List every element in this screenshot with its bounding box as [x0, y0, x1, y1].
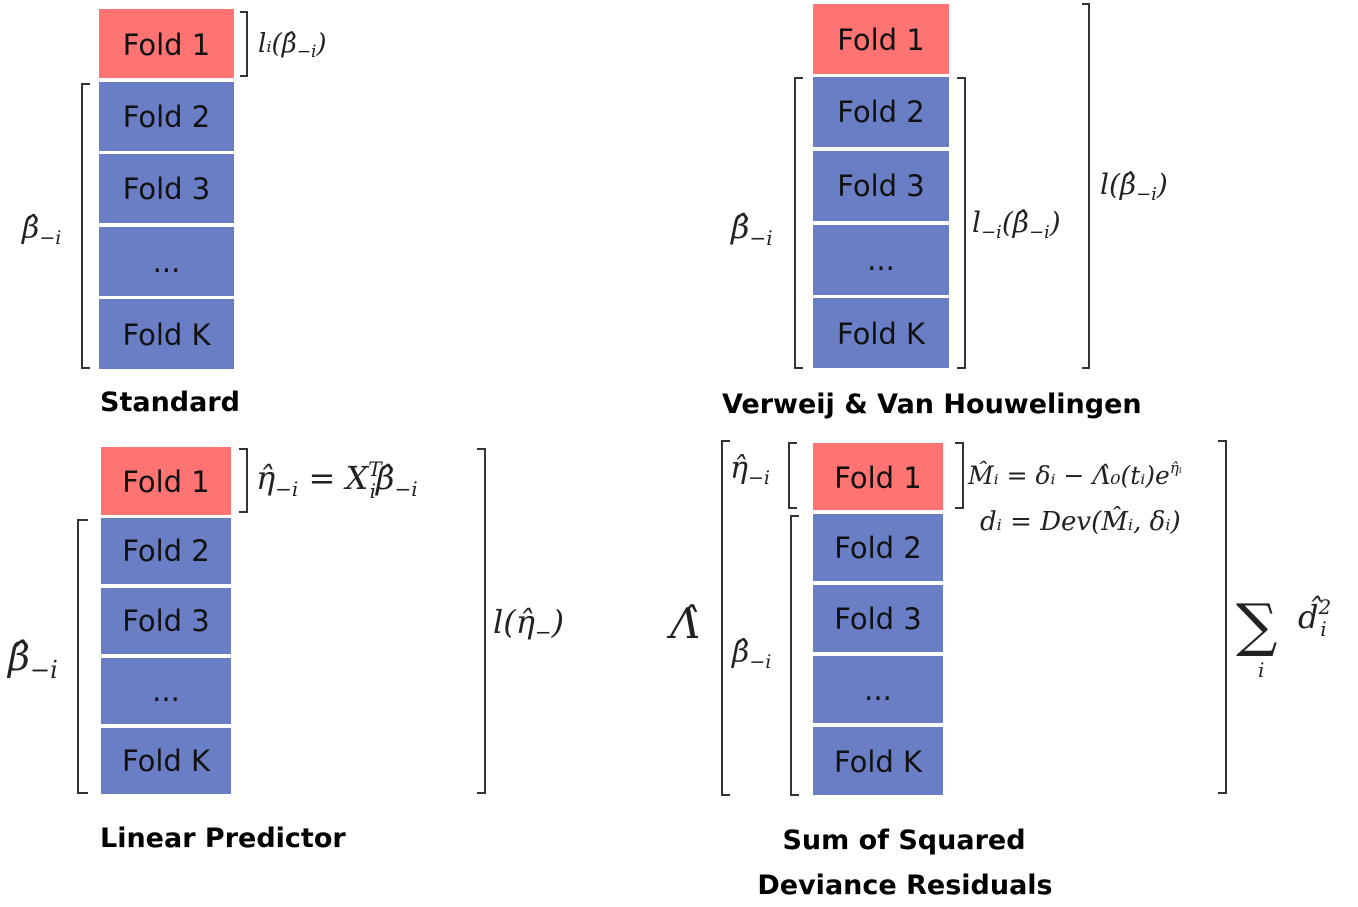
svg-text:...: ... [864, 673, 892, 707]
svg-text:Fold 3: Fold 3 [123, 172, 211, 206]
panel-deviance: Fold 1 Fold 2 Fold 3 ... Fold K Λ̂ [666, 440, 1331, 901]
caption-line-1: Sum of Squared [782, 825, 1025, 856]
left-bracket-train [794, 77, 803, 369]
fold-box-2: Fold 2 [101, 518, 231, 584]
fold-box-1: Fold 1 [99, 9, 234, 78]
fold-box-3: Fold 3 [99, 154, 234, 223]
fold-stack: Fold 1 Fold 2 Fold 3 ... Fold K [99, 9, 234, 369]
panel-standard: Fold 1 Fold 2 Fold 3 ... Fold K β̂−i [21, 9, 327, 418]
panel-verweij: Fold 1 Fold 2 Fold 3 ... Fold K β̂−i [722, 3, 1168, 420]
left-bracket-train [790, 515, 799, 796]
right-bracket-fold1 [239, 448, 248, 513]
svg-text:Fold 1: Fold 1 [122, 465, 210, 499]
right-bracket-all [1218, 440, 1227, 794]
loss-label: lᵢ(β̂−i) [258, 29, 327, 62]
svg-text:Fold 3: Fold 3 [837, 169, 925, 203]
svg-text:...: ... [153, 245, 181, 279]
beta-label: β̂−i [731, 635, 771, 673]
martingale-residual-equation: M̂ᵢ = δᵢ − Λ̂₀(tᵢ)eη̂ᵢ [967, 459, 1182, 490]
fold-box-k: Fold K [813, 298, 949, 368]
fold-box-ellipsis: ... [99, 227, 234, 296]
eta-label: η̂−i [730, 451, 770, 489]
svg-text:Fold 3: Fold 3 [122, 604, 210, 638]
right-bracket-fold1 [240, 11, 248, 77]
beta-label: β̂−i [21, 211, 61, 249]
fold-stack: Fold 1 Fold 2 Fold 3 ... Fold K [813, 4, 949, 368]
deviance-residual-equation: dᵢ = Dev(M̂ᵢ, δᵢ) [980, 506, 1181, 537]
outer-loss-label: l(β̂−i) [1100, 168, 1168, 205]
svg-text:Fold 2: Fold 2 [834, 531, 922, 565]
left-bracket-train [81, 83, 90, 369]
left-bracket-all [721, 440, 730, 796]
inner-loss-label: l−i(β̂−i) [972, 206, 1061, 243]
fold-box-1: Fold 1 [813, 4, 949, 74]
lambda-label: Λ̂ [666, 599, 700, 648]
fold-stack: Fold 1 Fold 2 Fold 3 ... Fold K [813, 443, 943, 795]
svg-text:Fold 2: Fold 2 [122, 534, 210, 568]
sum-symbol: ∑ [1236, 591, 1277, 659]
panel-linear-predictor: Fold 1 Fold 2 Fold 3 ... Fold K β̂−i [6, 447, 564, 854]
svg-text:Fold 2: Fold 2 [123, 100, 211, 134]
svg-text:...: ... [867, 243, 895, 277]
fold-box-3: Fold 3 [813, 151, 949, 221]
caption: Standard [100, 387, 240, 418]
caption: Linear Predictor [100, 823, 346, 854]
svg-text:Fold 3: Fold 3 [834, 602, 922, 636]
fold-box-k: Fold K [813, 727, 943, 795]
fold-box-ellipsis: ... [813, 656, 943, 723]
outer-loss-label: l(η̂−) [493, 603, 564, 644]
fold-box-2: Fold 2 [813, 77, 949, 147]
fold-box-k: Fold K [99, 299, 234, 369]
right-bracket-train [957, 77, 966, 369]
left-bracket-fold1 [788, 442, 797, 509]
svg-text:Fold K: Fold K [122, 744, 211, 778]
svg-text:Fold 1: Fold 1 [123, 28, 211, 62]
svg-text:Fold 1: Fold 1 [837, 23, 925, 57]
svg-text:Fold 1: Fold 1 [834, 461, 922, 495]
sum-term: d̂2 i [1298, 595, 1331, 641]
right-bracket-all [1082, 3, 1090, 369]
caption-line-2: Deviance Residuals [757, 870, 1052, 901]
right-bracket-all [477, 448, 486, 794]
fold-box-1: Fold 1 [101, 447, 231, 515]
svg-text:...: ... [152, 674, 180, 708]
fold-box-2: Fold 2 [99, 82, 234, 151]
fold-box-3: Fold 3 [813, 585, 943, 652]
left-bracket-train [77, 519, 88, 794]
fold-stack: Fold 1 Fold 2 Fold 3 ... Fold K [101, 447, 231, 794]
fold-box-k: Fold K [101, 728, 231, 794]
beta-label: β̂−i [6, 635, 58, 684]
svg-text:Fold K: Fold K [837, 317, 926, 351]
fold-box-1: Fold 1 [813, 443, 943, 510]
svg-text:Fold 2: Fold 2 [837, 95, 925, 129]
caption: Verweij & Van Houwelingen [722, 389, 1142, 420]
eta-equation: η̂−i = XT iβ̂−i [256, 457, 418, 503]
svg-text:Fold K: Fold K [122, 318, 211, 352]
sum-index: i [1258, 658, 1264, 682]
fold-box-ellipsis: ... [101, 658, 231, 724]
fold-box-3: Fold 3 [101, 588, 231, 654]
right-bracket-fold1 [955, 442, 964, 509]
fold-box-ellipsis: ... [813, 225, 949, 295]
svg-text:Fold K: Fold K [834, 745, 923, 779]
fold-box-2: Fold 2 [813, 514, 943, 581]
beta-label: β̂−i [730, 208, 773, 250]
